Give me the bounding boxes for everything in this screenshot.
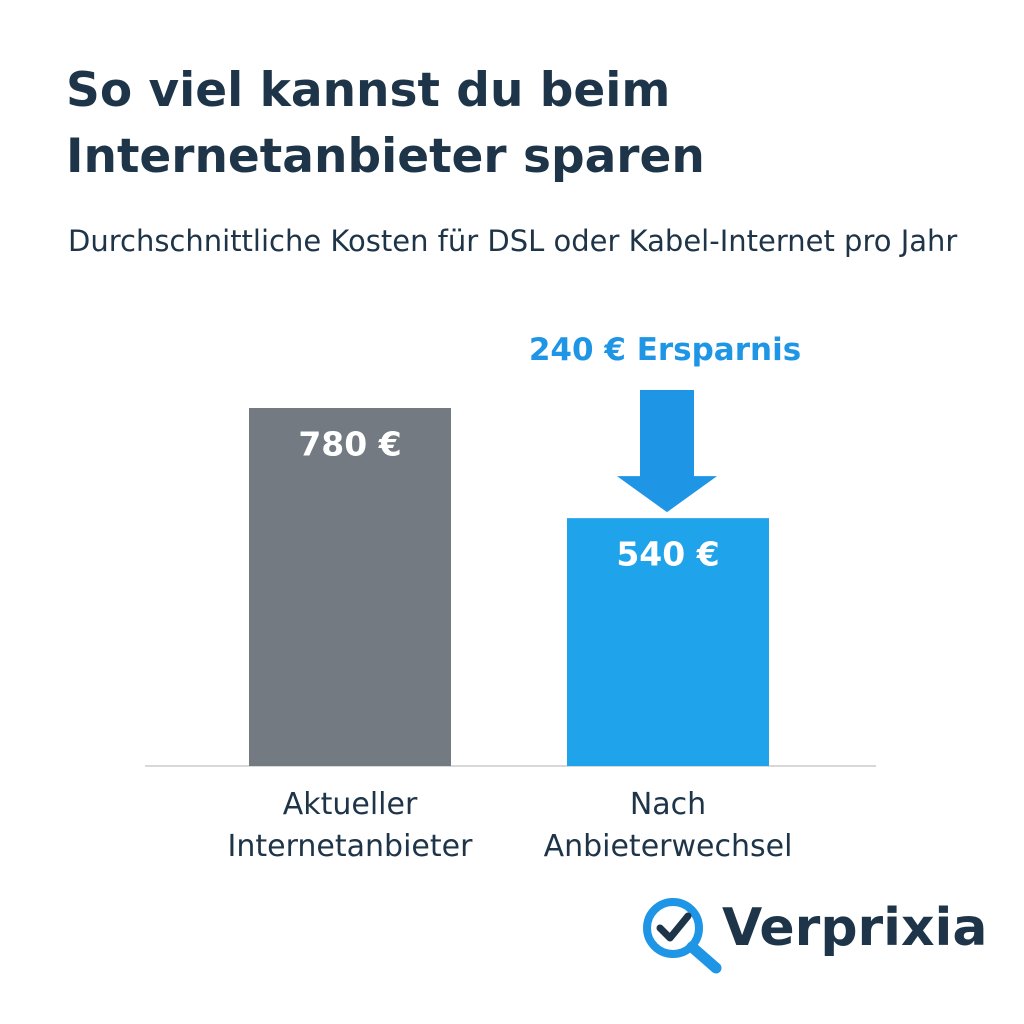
x-tick-label: Aktueller Internetanbieter xyxy=(227,787,473,864)
arrow xyxy=(617,390,717,513)
bar xyxy=(567,518,769,766)
logo-icon xyxy=(643,898,722,974)
bar xyxy=(249,408,451,766)
chart-subtitle: Durchschnittliche Kosten für DSL oder Ka… xyxy=(68,224,958,258)
x-tick-label: Nach Anbieterwechsel xyxy=(543,787,793,864)
value-label: 780 € xyxy=(298,425,401,464)
value-label: 540 € xyxy=(616,535,719,574)
brand: Verprixia xyxy=(722,898,988,958)
annotation: 240 € Ersparnis xyxy=(528,332,802,368)
chart-title: So viel kannst du beim Internetanbieter … xyxy=(66,63,705,184)
